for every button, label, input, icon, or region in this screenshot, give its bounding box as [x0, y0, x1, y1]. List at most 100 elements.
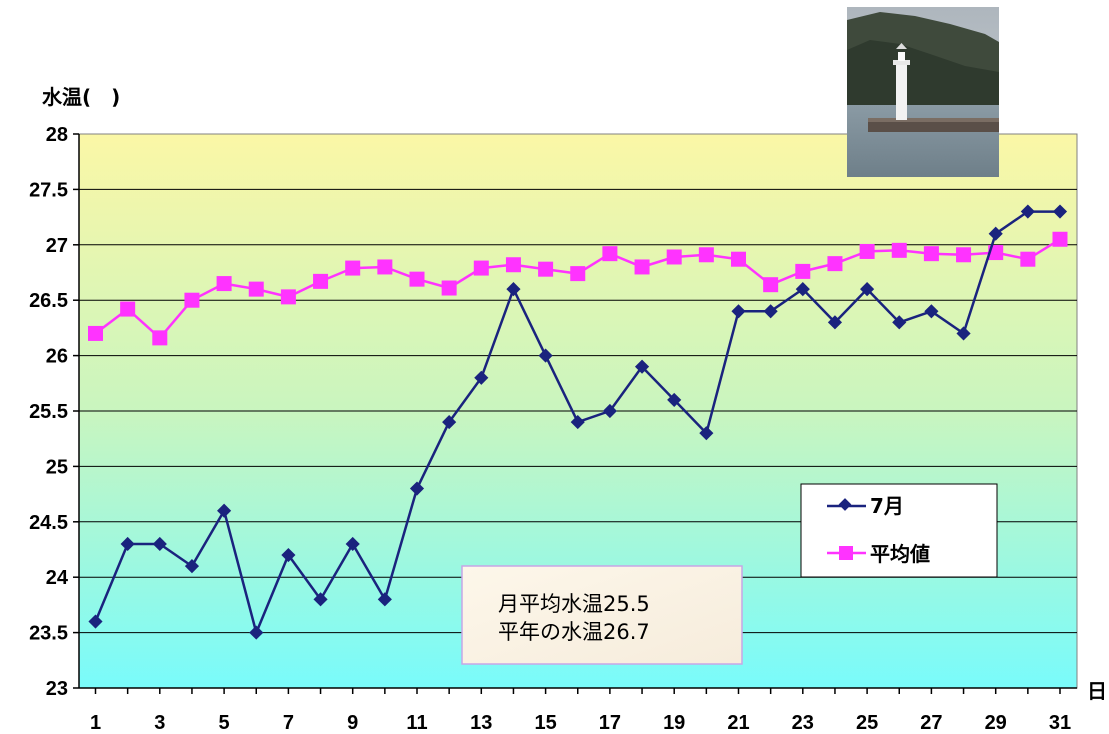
data-point-july [184, 559, 200, 574]
x-tick-label: 27 [920, 712, 942, 734]
data-point-average [152, 330, 168, 346]
x-tick-label: 19 [663, 712, 685, 734]
data-point-average [280, 289, 296, 305]
x-axis-title: 日 [1087, 679, 1107, 703]
data-point-july [313, 592, 328, 607]
lighthouse-photo [847, 7, 999, 177]
y-tick-label: 23 [46, 678, 68, 700]
data-point-july [249, 625, 264, 640]
data-point-average [923, 246, 939, 262]
data-point-july [634, 359, 650, 374]
y-tick-label: 24.5 [29, 512, 68, 534]
data-point-average [345, 260, 361, 276]
x-tick-label: 23 [792, 712, 814, 734]
data-point-july [956, 326, 971, 341]
data-point-july [1020, 204, 1035, 219]
x-tick-label: 31 [1049, 712, 1071, 734]
x-tick-label: 13 [470, 712, 492, 734]
x-tick-label: 25 [856, 712, 878, 734]
data-point-average [377, 259, 393, 275]
data-point-average [1052, 231, 1068, 247]
x-tick-label: 21 [727, 712, 749, 734]
data-point-average [602, 246, 618, 262]
data-point-july [345, 536, 360, 552]
data-point-july [377, 592, 392, 607]
data-point-average [441, 280, 457, 296]
data-point-july [120, 536, 135, 552]
data-point-average [1020, 251, 1036, 267]
note-line-normal-year: 平年の水温26.7 [498, 620, 650, 644]
data-point-july [1052, 204, 1068, 219]
data-point-july [667, 392, 682, 407]
x-tick-label: 17 [599, 712, 621, 734]
data-point-average [795, 263, 811, 279]
data-point-average [505, 257, 521, 273]
data-point-average [827, 256, 843, 272]
x-tick-label: 7 [283, 712, 294, 734]
data-point-average [248, 281, 264, 297]
data-point-july [506, 282, 521, 297]
data-point-july [442, 415, 457, 430]
data-point-july [88, 614, 103, 629]
x-tick-label: 15 [534, 712, 556, 734]
y-tick-label: 27.5 [29, 179, 68, 201]
data-point-average [473, 260, 489, 276]
series-average [88, 231, 1068, 346]
y-axis-title: 水温( ) [42, 85, 120, 109]
y-tick-label: 23.5 [29, 623, 68, 645]
y-tick-label: 27 [46, 235, 68, 257]
y-tick-label: 25 [46, 456, 68, 478]
data-point-average [120, 301, 136, 317]
data-point-average [698, 247, 714, 263]
data-point-july [988, 226, 1003, 241]
data-point-july [281, 547, 296, 563]
data-point-average [731, 251, 746, 267]
data-point-average [216, 276, 232, 292]
y-tick-label: 26.5 [29, 290, 68, 312]
note-box [461, 565, 743, 665]
x-tick-label: 1 [90, 712, 101, 734]
data-point-average [634, 259, 650, 275]
y-tick-label: 26 [46, 346, 68, 368]
data-point-july [924, 304, 939, 319]
y-tick-label: 24 [46, 567, 69, 589]
x-tick-label: 11 [406, 712, 427, 734]
data-point-july [699, 426, 714, 441]
data-point-july [795, 282, 810, 297]
summary-note: 月平均水温25.5 平年の水温26.7 [461, 565, 743, 665]
data-point-average [859, 243, 875, 259]
legend-label-average: 平均値 [870, 542, 930, 566]
x-tick-label: 9 [347, 712, 358, 734]
data-point-average [891, 242, 907, 258]
data-point-average [570, 266, 586, 282]
y-tick-label: 28 [46, 124, 68, 146]
data-point-average [409, 271, 425, 287]
note-line-monthly-average: 月平均水温25.5 [498, 592, 650, 616]
data-point-average [88, 325, 103, 341]
data-point-average [763, 277, 779, 293]
series-layer [88, 204, 1068, 640]
y-axis-ticks: 23 23.5 24 24.5 25 25.5 26 26.5 27 27.5 28 [29, 124, 79, 700]
data-point-average [956, 247, 972, 263]
legend-box [800, 483, 998, 578]
data-point-july [602, 403, 617, 419]
data-point-july [409, 481, 425, 496]
data-point-july [538, 348, 553, 363]
legend: 7月 平均値 [800, 483, 998, 578]
data-point-july [474, 370, 489, 385]
data-point-july [731, 304, 746, 319]
data-point-average [538, 261, 554, 277]
data-point-average [666, 249, 682, 265]
legend-label-july: 7月 [870, 494, 904, 518]
y-tick-label: 25.5 [29, 401, 68, 423]
data-point-july [827, 315, 843, 330]
grid-lines [79, 188, 1077, 634]
data-point-average [184, 292, 200, 308]
series-july [88, 204, 1068, 640]
x-tick-label: 29 [985, 712, 1007, 734]
data-point-july [763, 304, 778, 319]
data-point-july [570, 415, 585, 430]
x-axis-ticks: 1 3 5 7 9 11 13 15 17 19 21 23 25 27 29 31 [90, 688, 1071, 734]
x-tick-label: 5 [219, 712, 230, 734]
